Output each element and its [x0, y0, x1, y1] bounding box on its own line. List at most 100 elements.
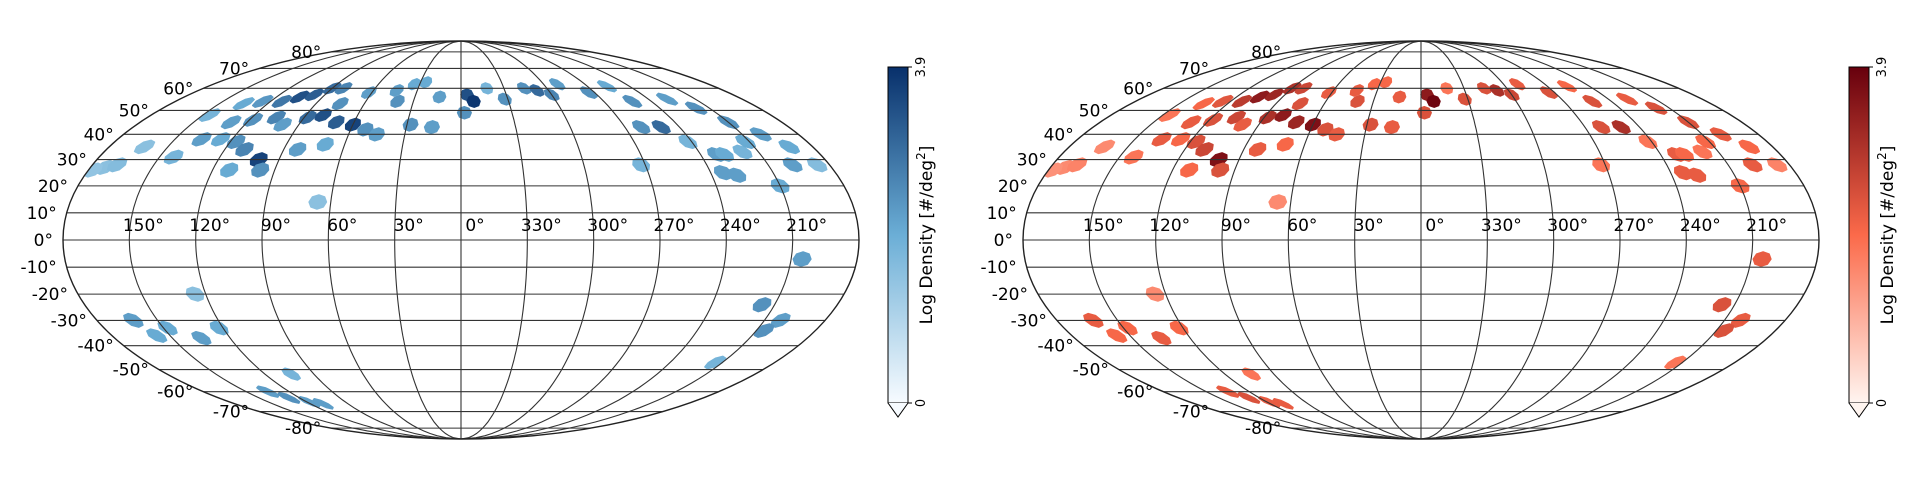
lon-tick-label: 210°: [1746, 216, 1787, 236]
lat-tick-label: 50°: [119, 101, 149, 121]
density-patch: [1268, 194, 1288, 210]
density-patch: [1272, 397, 1294, 410]
density-patch: [304, 88, 325, 102]
colorbar: 3.9 0 Log Density [#/deg2]: [887, 57, 937, 418]
density-patch: [753, 323, 775, 338]
lat-tick-label: 80°: [291, 43, 321, 63]
meridian-line: [1287, 40, 1422, 440]
lon-tick-label: 120°: [189, 216, 230, 236]
colorbar-max-label: 3.9: [914, 57, 929, 78]
density-patch: [1556, 80, 1578, 93]
meridian-line: [1420, 40, 1488, 440]
density-patch: [732, 144, 753, 160]
lat-tick-label: 0°: [994, 231, 1013, 251]
lat-tick-label: -10°: [980, 258, 1016, 278]
density-patch: [251, 94, 274, 108]
density-patch: [1264, 88, 1285, 102]
density-patch: [792, 251, 812, 267]
density-patch: [277, 391, 301, 404]
density-patch: [191, 330, 212, 346]
density-patch: [1349, 84, 1364, 97]
lat-tick-label: 80°: [1251, 43, 1281, 63]
lat-tick-label: -50°: [1073, 361, 1109, 381]
density-patch: [316, 137, 334, 152]
density-patch: [312, 397, 334, 410]
density-patch: [655, 92, 679, 106]
density-patch: [390, 94, 405, 108]
map-outline: [62, 40, 860, 440]
lon-tick-label: 270°: [654, 216, 695, 236]
lat-tick-label: 10°: [987, 204, 1017, 224]
density-patch: [1638, 134, 1658, 150]
meridian-line: [1155, 40, 1422, 440]
lon-tick-label: 0°: [1425, 216, 1444, 236]
density-patch: [1615, 92, 1639, 106]
density-patch: [1582, 94, 1603, 108]
density-patch: [251, 162, 270, 178]
meridian-line: [327, 40, 462, 440]
lat-tick-label: 60°: [163, 79, 193, 99]
lat-tick-label: 20°: [38, 177, 68, 197]
colorbar-gradient: [887, 66, 909, 404]
density-patch: [1712, 297, 1732, 313]
density-patch: [727, 167, 747, 183]
density-patch: [1249, 90, 1270, 104]
lat-tick-label: -10°: [20, 258, 56, 278]
lat-tick-label: 70°: [219, 59, 249, 79]
lon-tick-label: 150°: [123, 216, 164, 236]
lon-tick-label: 330°: [521, 216, 562, 236]
colorbar-min-label: 0: [1875, 399, 1890, 407]
lon-tick-label: 150°: [1083, 216, 1124, 236]
meridian-line: [394, 40, 462, 440]
lat-tick-label: 20°: [998, 177, 1028, 197]
colorbar-gradient: [1848, 66, 1870, 404]
density-patch: [389, 84, 404, 97]
density-patch: [1180, 115, 1202, 130]
lat-tick-label: 40°: [1044, 125, 1074, 145]
density-patch: [1752, 251, 1772, 267]
lon-tick-label: 240°: [720, 216, 761, 236]
lat-tick-label: -80°: [1245, 419, 1281, 439]
lon-tick-label: 300°: [587, 216, 628, 236]
sky-map-red: 150° 120° 90° 60° 30° 0° 330° 300° 270° 240° 210° 8…: [980, 40, 1898, 440]
density-patch: [1211, 162, 1230, 178]
colorbar-max-label: 3.9: [1875, 57, 1890, 78]
density-patch: [1426, 94, 1441, 108]
density-patch: [1169, 320, 1189, 336]
meridian-line: [460, 40, 595, 440]
meridian-line: [460, 40, 528, 440]
lat-tick-label: 10°: [27, 204, 57, 224]
density-patch: [226, 134, 246, 150]
density-patch: [419, 76, 433, 89]
density-patch: [1195, 142, 1214, 157]
density-patch: [273, 117, 292, 132]
density-patch: [1416, 105, 1432, 120]
density-patch: [1202, 112, 1224, 127]
lon-tick-label: 60°: [327, 216, 357, 236]
lat-tick-label: -60°: [1117, 383, 1153, 403]
lat-tick-label: -20°: [992, 285, 1028, 305]
density-patch: [631, 120, 651, 135]
density-patch: [1687, 167, 1707, 183]
density-patch: [308, 194, 328, 210]
colorbar-label: Log Density [#/deg2]: [914, 146, 937, 325]
density-patch: [1180, 162, 1199, 178]
lat-tick-label: -70°: [1173, 403, 1209, 423]
meridian-line: [1420, 40, 1555, 440]
map-outline: [1022, 40, 1820, 440]
density-patch: [1123, 149, 1144, 165]
density-patch: [1106, 328, 1128, 343]
lon-tick-label: 270°: [1614, 216, 1655, 236]
density-patch: [1695, 134, 1717, 150]
density-patch: [289, 90, 310, 104]
density-patch: [1489, 84, 1505, 97]
density-patch: [1692, 144, 1713, 160]
density-patch: [1611, 120, 1631, 135]
density-patch: [1192, 97, 1215, 111]
colorbar-min-label: 0: [914, 399, 929, 407]
lat-tick-label: 50°: [1079, 101, 1109, 121]
density-patch: [1276, 137, 1294, 152]
density-patch: [466, 94, 481, 108]
lat-tick-label: -30°: [51, 311, 87, 331]
meridian-line: [1221, 40, 1422, 440]
